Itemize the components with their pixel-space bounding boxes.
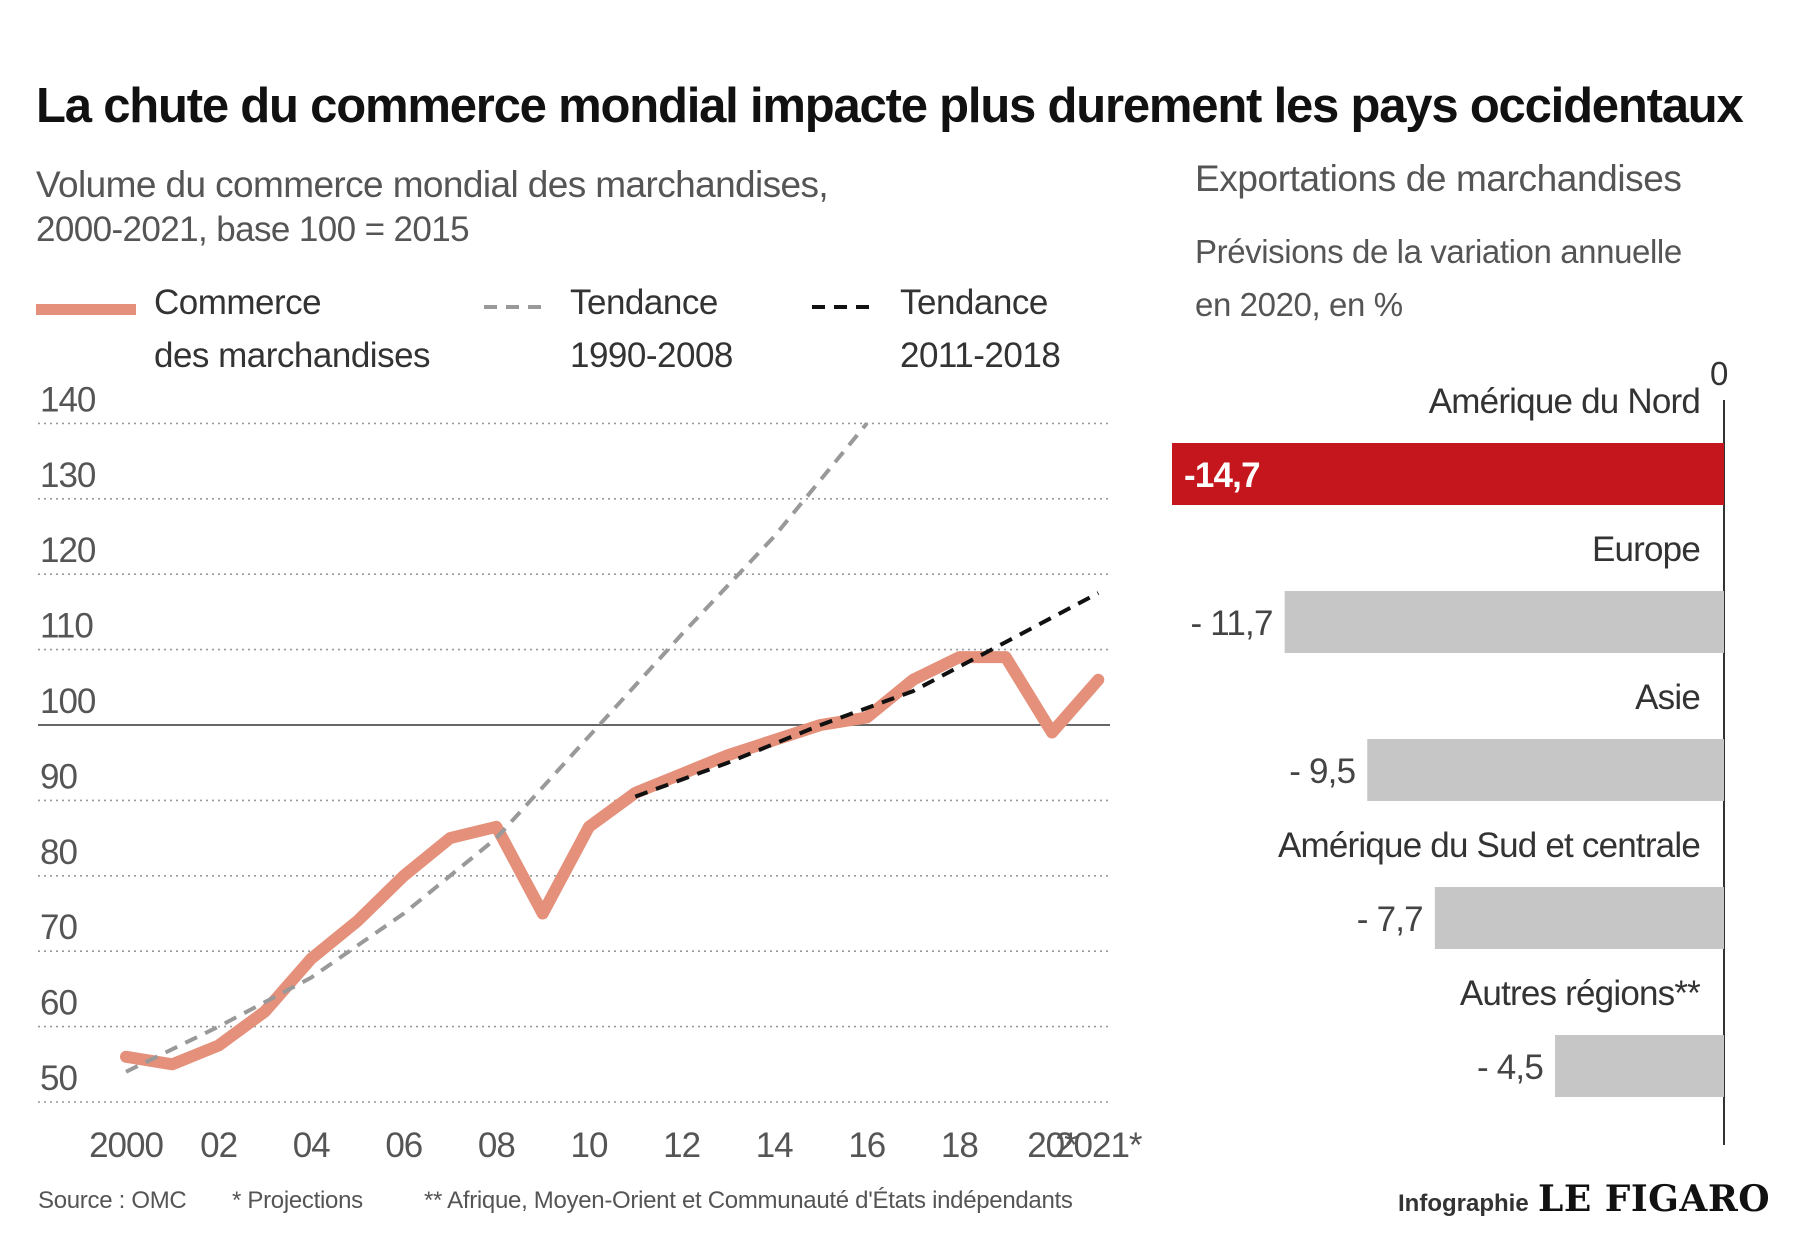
y-tick-label-80: 80 (40, 833, 77, 872)
bar-chart: 0 Amérique du Nord -14,7 Europe - 11,7 Asie - … (1172, 355, 1728, 1145)
bar-category-label-1: Europe (1592, 530, 1700, 569)
bar-category-label-0: Amérique du Nord (1429, 382, 1700, 421)
source-note: Source : OMC (38, 1187, 187, 1214)
bar-value-label-2: - 9,5 (1289, 752, 1355, 791)
y-tick-label-120: 120 (40, 531, 96, 570)
x-tick-label-08: 08 (478, 1126, 515, 1165)
bar-chart-subtitle: Prévisions de la variation annuelle en 2… (1195, 225, 1682, 331)
bar-value-label-3: - 7,7 (1357, 900, 1423, 939)
bar-chart-subtitle-line1: Prévisions de la variation annuelle (1195, 233, 1682, 270)
bar-2 (1367, 739, 1724, 801)
y-tick-label-100: 100 (40, 682, 96, 721)
bar-value-label-0: -14,7 (1184, 456, 1260, 495)
zero-axis-label: 0 (1710, 355, 1728, 392)
x-tick-label-16: 16 (848, 1126, 885, 1165)
y-tick-label-50: 50 (40, 1059, 77, 1098)
legend-label-trend-1990-line1: Tendance (570, 283, 718, 322)
y-tick-label-130: 130 (40, 456, 96, 495)
x-tick-label-12: 12 (663, 1126, 700, 1165)
x-tick-label-06: 06 (385, 1126, 422, 1165)
legend-label-trend-1990-line2: 1990-2008 (570, 336, 733, 375)
y-tick-label-70: 70 (40, 908, 77, 947)
x-tick-label-10: 10 (571, 1126, 608, 1165)
le-figaro-logo: LE FIGARO (1538, 1178, 1771, 1220)
line-chart-subtitle: Volume du commerce mondial des marchandi… (36, 164, 829, 205)
bar-4 (1555, 1035, 1724, 1097)
bar-category-label-3: Amérique du Sud et centrale (1278, 826, 1700, 865)
bar-category-label-4: Autres régions** (1460, 974, 1701, 1013)
y-tick-label-60: 60 (40, 984, 77, 1023)
line-chart-subtitle-2: 2000-2021, base 100 = 2015 (36, 210, 470, 249)
bar-0 (1172, 443, 1724, 505)
projection-note: * Projections (232, 1187, 363, 1214)
series-trend-2011-line (634, 591, 1100, 799)
x-tick-label-2021: 2021* (1055, 1126, 1143, 1165)
series-commerce-line (120, 651, 1105, 1071)
x-tick-label-20: 20* (1027, 1126, 1078, 1165)
legend-label-commerce-line1: Commerce (154, 283, 322, 322)
legend-label-commerce: Commerce des marchandises (154, 276, 431, 382)
bar-value-label-1: - 11,7 (1191, 604, 1273, 643)
legend-label-trend-2011-line1: Tendance (900, 283, 1048, 322)
legend-label-trend-1990: Tendance 1990-2008 (570, 276, 733, 382)
x-tick-label-14: 14 (756, 1126, 793, 1165)
chart-title: La chute du commerce mondial impacte plu… (36, 79, 1744, 133)
bar-chart-subtitle-line2: en 2020, en % (1195, 286, 1403, 323)
x-tick-label-2000: 2000 (89, 1126, 163, 1165)
bar-chart-title: Exportations de marchandises (1195, 158, 1682, 199)
legend-swatch-commerce (36, 304, 136, 315)
bar-category-label-2: Asie (1635, 678, 1700, 717)
line-chart: 50 60 70 80 90 100 110 120 130 140 2000 02 04 06 08 10 1… (38, 380, 1144, 1165)
credit-infographie: Infographie (1398, 1190, 1529, 1217)
y-tick-label-90: 90 (40, 757, 77, 796)
y-tick-label-140: 140 (40, 380, 96, 419)
bar-3 (1434, 887, 1724, 949)
legend-swatch-trend-1990 (484, 305, 550, 309)
x-tick-label-04: 04 (293, 1126, 330, 1165)
legend-label-trend-2011-line2: 2011-2018 (900, 336, 1061, 375)
y-tick-label-110: 110 (40, 607, 93, 646)
legend-swatch-trend-2011 (812, 305, 878, 309)
legend: Commerce des marchandises Tendance 1990-… (36, 276, 1076, 386)
legend-label-trend-2011: Tendance 2011-2018 (900, 276, 1061, 382)
series-trend-1990-line (125, 422, 869, 1074)
x-tick-label-02: 02 (200, 1126, 237, 1165)
bar-value-label-4: - 4,5 (1477, 1048, 1543, 1087)
legend-label-commerce-line2: des marchandises (154, 336, 431, 375)
bar-1 (1284, 591, 1724, 653)
x-tick-label-18: 18 (941, 1126, 978, 1165)
regions-note: ** Afrique, Moyen-Orient et Communauté d… (424, 1187, 1073, 1214)
